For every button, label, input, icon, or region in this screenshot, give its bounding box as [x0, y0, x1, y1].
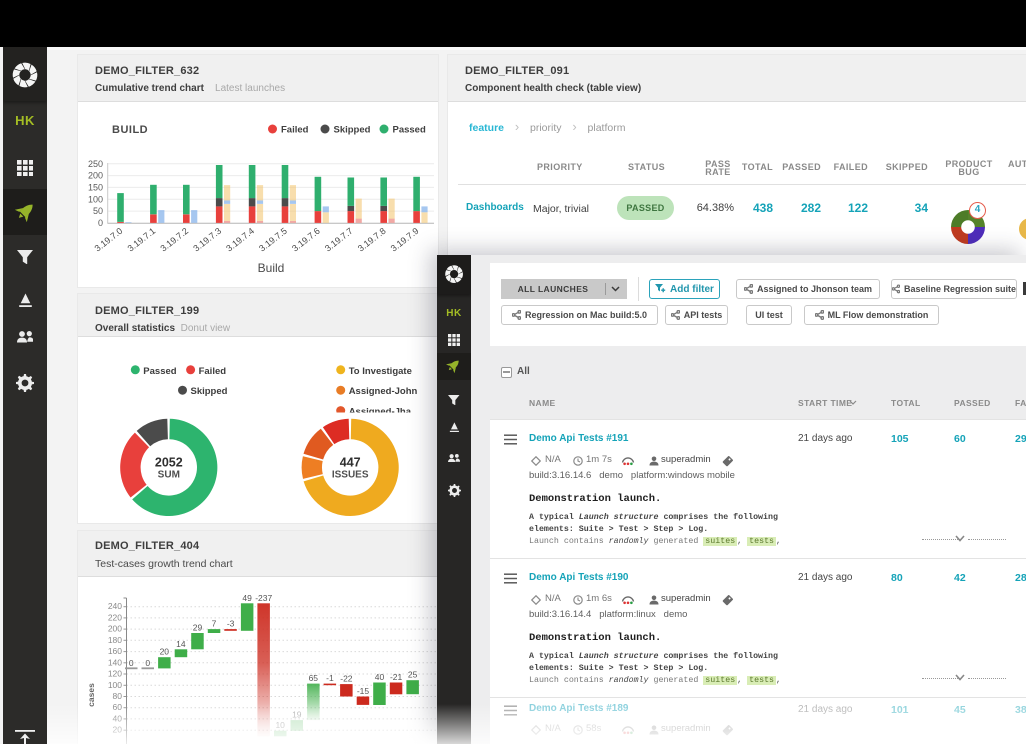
svg-text:3.19.7.9: 3.19.7.9 — [389, 226, 421, 254]
svg-text:150: 150 — [88, 182, 103, 192]
svg-text:0: 0 — [129, 658, 134, 668]
svg-text:3.19.7.2: 3.19.7.2 — [158, 226, 190, 254]
svg-text:Assigned-Jha: Assigned-Jha — [349, 407, 412, 418]
svg-text:65: 65 — [309, 673, 319, 683]
svg-text:220: 220 — [108, 612, 122, 622]
svg-text:Failed: Failed — [281, 125, 309, 136]
svg-text:49: 49 — [242, 593, 252, 603]
svg-text:50: 50 — [93, 206, 103, 216]
svg-text:Assigned-John: Assigned-John — [349, 386, 418, 397]
svg-text:2052: 2052 — [155, 455, 183, 469]
svg-text:-21: -21 — [390, 672, 403, 682]
svg-text:100: 100 — [88, 194, 103, 204]
svg-text:60: 60 — [113, 702, 123, 712]
svg-text:3.19.7.0: 3.19.7.0 — [93, 226, 125, 254]
svg-text:200: 200 — [108, 624, 122, 634]
svg-text:0: 0 — [98, 218, 103, 228]
svg-text:-1: -1 — [326, 673, 334, 683]
svg-text:10: 10 — [275, 720, 285, 730]
svg-text:ISSUES: ISSUES — [332, 469, 369, 480]
svg-text:250: 250 — [88, 159, 103, 169]
svg-text:Failed: Failed — [199, 366, 227, 377]
svg-text:Passed: Passed — [143, 366, 176, 377]
svg-text:-15: -15 — [357, 686, 370, 696]
svg-text:100: 100 — [108, 680, 122, 690]
svg-text:29: 29 — [193, 623, 203, 633]
svg-text:120: 120 — [108, 669, 122, 679]
svg-text:Passed: Passed — [393, 125, 426, 136]
svg-text:BUILD: BUILD — [112, 124, 148, 136]
svg-text:25: 25 — [408, 670, 418, 680]
svg-text:140: 140 — [108, 657, 122, 667]
svg-text:7: 7 — [212, 619, 217, 629]
svg-text:To Investigate: To Investigate — [349, 366, 412, 377]
svg-text:-3: -3 — [227, 619, 235, 629]
svg-text:447: 447 — [340, 455, 361, 469]
svg-text:3.19.7.8: 3.19.7.8 — [356, 226, 388, 254]
svg-text:3.19.7.6: 3.19.7.6 — [290, 226, 322, 254]
svg-text:20: 20 — [113, 725, 123, 735]
svg-text:20: 20 — [160, 647, 170, 657]
svg-text:Build: Build — [258, 261, 285, 275]
svg-text:3.19.7.7: 3.19.7.7 — [323, 226, 355, 254]
svg-text:3.19.7.1: 3.19.7.1 — [126, 226, 158, 254]
svg-text:14: 14 — [176, 639, 186, 649]
svg-text:40: 40 — [375, 672, 385, 682]
svg-text:3.19.7.5: 3.19.7.5 — [257, 226, 289, 254]
svg-text:Skipped: Skipped — [191, 386, 228, 397]
svg-text:160: 160 — [108, 646, 122, 656]
svg-text:0: 0 — [145, 658, 150, 668]
svg-text:80: 80 — [113, 691, 123, 701]
svg-text:-237: -237 — [255, 593, 272, 603]
svg-text:200: 200 — [88, 171, 103, 181]
svg-text:SUM: SUM — [158, 469, 180, 480]
svg-text:19: 19 — [292, 710, 302, 720]
svg-text:Skipped: Skipped — [334, 125, 371, 136]
svg-text:3.19.7.4: 3.19.7.4 — [224, 226, 256, 254]
svg-text:180: 180 — [108, 635, 122, 645]
svg-text:-22: -22 — [340, 674, 353, 684]
svg-text:3.19.7.3: 3.19.7.3 — [191, 226, 223, 254]
svg-text:240: 240 — [108, 601, 122, 611]
svg-text:cases: cases — [86, 683, 96, 707]
svg-text:40: 40 — [113, 713, 123, 723]
